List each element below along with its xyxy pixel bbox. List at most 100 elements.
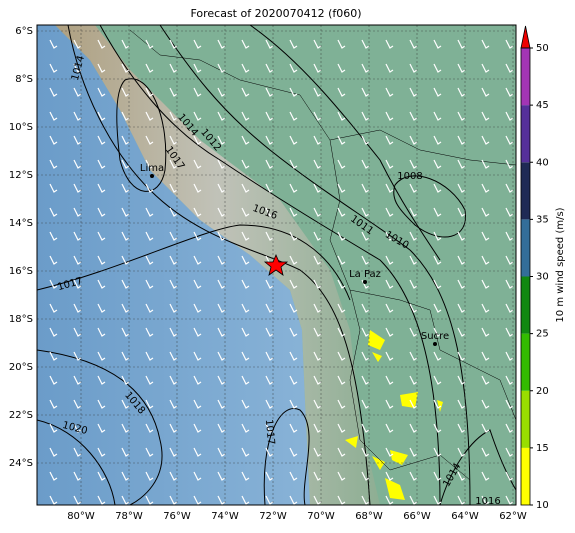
colorbar-segment (521, 219, 530, 277)
wind-barb (481, 87, 490, 97)
wind-barb (433, 255, 442, 265)
wind-barb (313, 255, 322, 265)
wind-barb (481, 183, 490, 193)
wind-barb (385, 111, 394, 121)
wind-barb (145, 327, 154, 337)
wind-barb (409, 375, 418, 385)
wind-barb (241, 159, 250, 169)
wind-barb (145, 399, 154, 409)
wind-barb (241, 447, 250, 457)
wind-barb (265, 279, 274, 289)
wind-barb (409, 399, 418, 409)
wind-barb (409, 111, 418, 121)
wind-barb (121, 159, 130, 169)
lat-tick-label: 20°S (9, 362, 33, 373)
wind-barb (289, 399, 298, 409)
wind-barb (265, 447, 274, 457)
wind-barb (241, 375, 250, 385)
wind-barb (313, 39, 322, 49)
wind-barb (49, 63, 58, 73)
wind-barb (457, 279, 466, 289)
colorbar-tick-label: 40 (536, 157, 549, 168)
wind-barb (457, 231, 466, 241)
wind-barb (49, 159, 58, 169)
wind-barb (49, 423, 58, 433)
lon-tick-label: 66°W (403, 511, 431, 522)
wind-barb (241, 303, 250, 313)
wind-barb (313, 495, 322, 505)
wind-barb (97, 327, 106, 337)
wind-barb (145, 279, 154, 289)
wind-barb (457, 471, 466, 481)
wind-barb (361, 39, 370, 49)
wind-barb (337, 423, 346, 433)
wind-barb (361, 63, 370, 73)
wind-barb (169, 63, 178, 73)
wind-barb (385, 39, 394, 49)
wind-barb (97, 159, 106, 169)
wind-barb (121, 447, 130, 457)
wind-barb (73, 39, 82, 49)
wind-barb (193, 231, 202, 241)
wind-barb (217, 63, 226, 73)
wind-barb (121, 39, 130, 49)
wind-barb (241, 183, 250, 193)
wind-barb (145, 375, 154, 385)
city-dot (433, 342, 437, 346)
wind-barb (481, 495, 490, 505)
graticule (37, 25, 516, 505)
wind-barb (337, 399, 346, 409)
lon-tick-label: 74°W (211, 511, 239, 522)
wind-barb (217, 231, 226, 241)
wind-barb (121, 231, 130, 241)
wind-barb (361, 87, 370, 97)
wind-barb (169, 255, 178, 265)
wind-barb (313, 327, 322, 337)
wind-barb (433, 159, 442, 169)
colorbar-segment (521, 447, 530, 505)
wind-barb (337, 207, 346, 217)
wind-barb (145, 207, 154, 217)
wind-barb (289, 279, 298, 289)
wind-barb (337, 471, 346, 481)
wind-barb (289, 183, 298, 193)
wind-barb (457, 495, 466, 505)
wind-barb (121, 279, 130, 289)
city-label: La Paz (349, 269, 381, 280)
wind-barb (481, 39, 490, 49)
lon-tick-label: 76°W (163, 511, 191, 522)
wind-barb (265, 87, 274, 97)
wind-barb (481, 375, 490, 385)
wind-barb (313, 447, 322, 457)
wind-barb (361, 399, 370, 409)
wind-barb (361, 495, 370, 505)
colorbar-segment (521, 48, 530, 106)
wind-barb (145, 447, 154, 457)
wind-barb (481, 231, 490, 241)
wind-barb (193, 471, 202, 481)
wind-barb (433, 423, 442, 433)
wind-barb (97, 447, 106, 457)
lon-tick-label: 72°W (259, 511, 287, 522)
wind-barb (97, 111, 106, 121)
wind-barb (409, 135, 418, 145)
wind-barb (481, 471, 490, 481)
wind-barb (289, 375, 298, 385)
wind-barb (97, 495, 106, 505)
wind-barb (433, 495, 442, 505)
wind-barb (385, 255, 394, 265)
wind-barb (73, 87, 82, 97)
wind-barb (337, 447, 346, 457)
wind-barb (169, 303, 178, 313)
wind-barb (193, 111, 202, 121)
wind-barb (121, 87, 130, 97)
wind-barb (169, 39, 178, 49)
wind-barb (217, 375, 226, 385)
wind-barb (481, 423, 490, 433)
wind-barb (337, 231, 346, 241)
lon-tick-label: 80°W (67, 511, 95, 522)
wind-barb (385, 375, 394, 385)
wind-barb (481, 279, 490, 289)
wind-barb (337, 255, 346, 265)
wind-barb (433, 279, 442, 289)
